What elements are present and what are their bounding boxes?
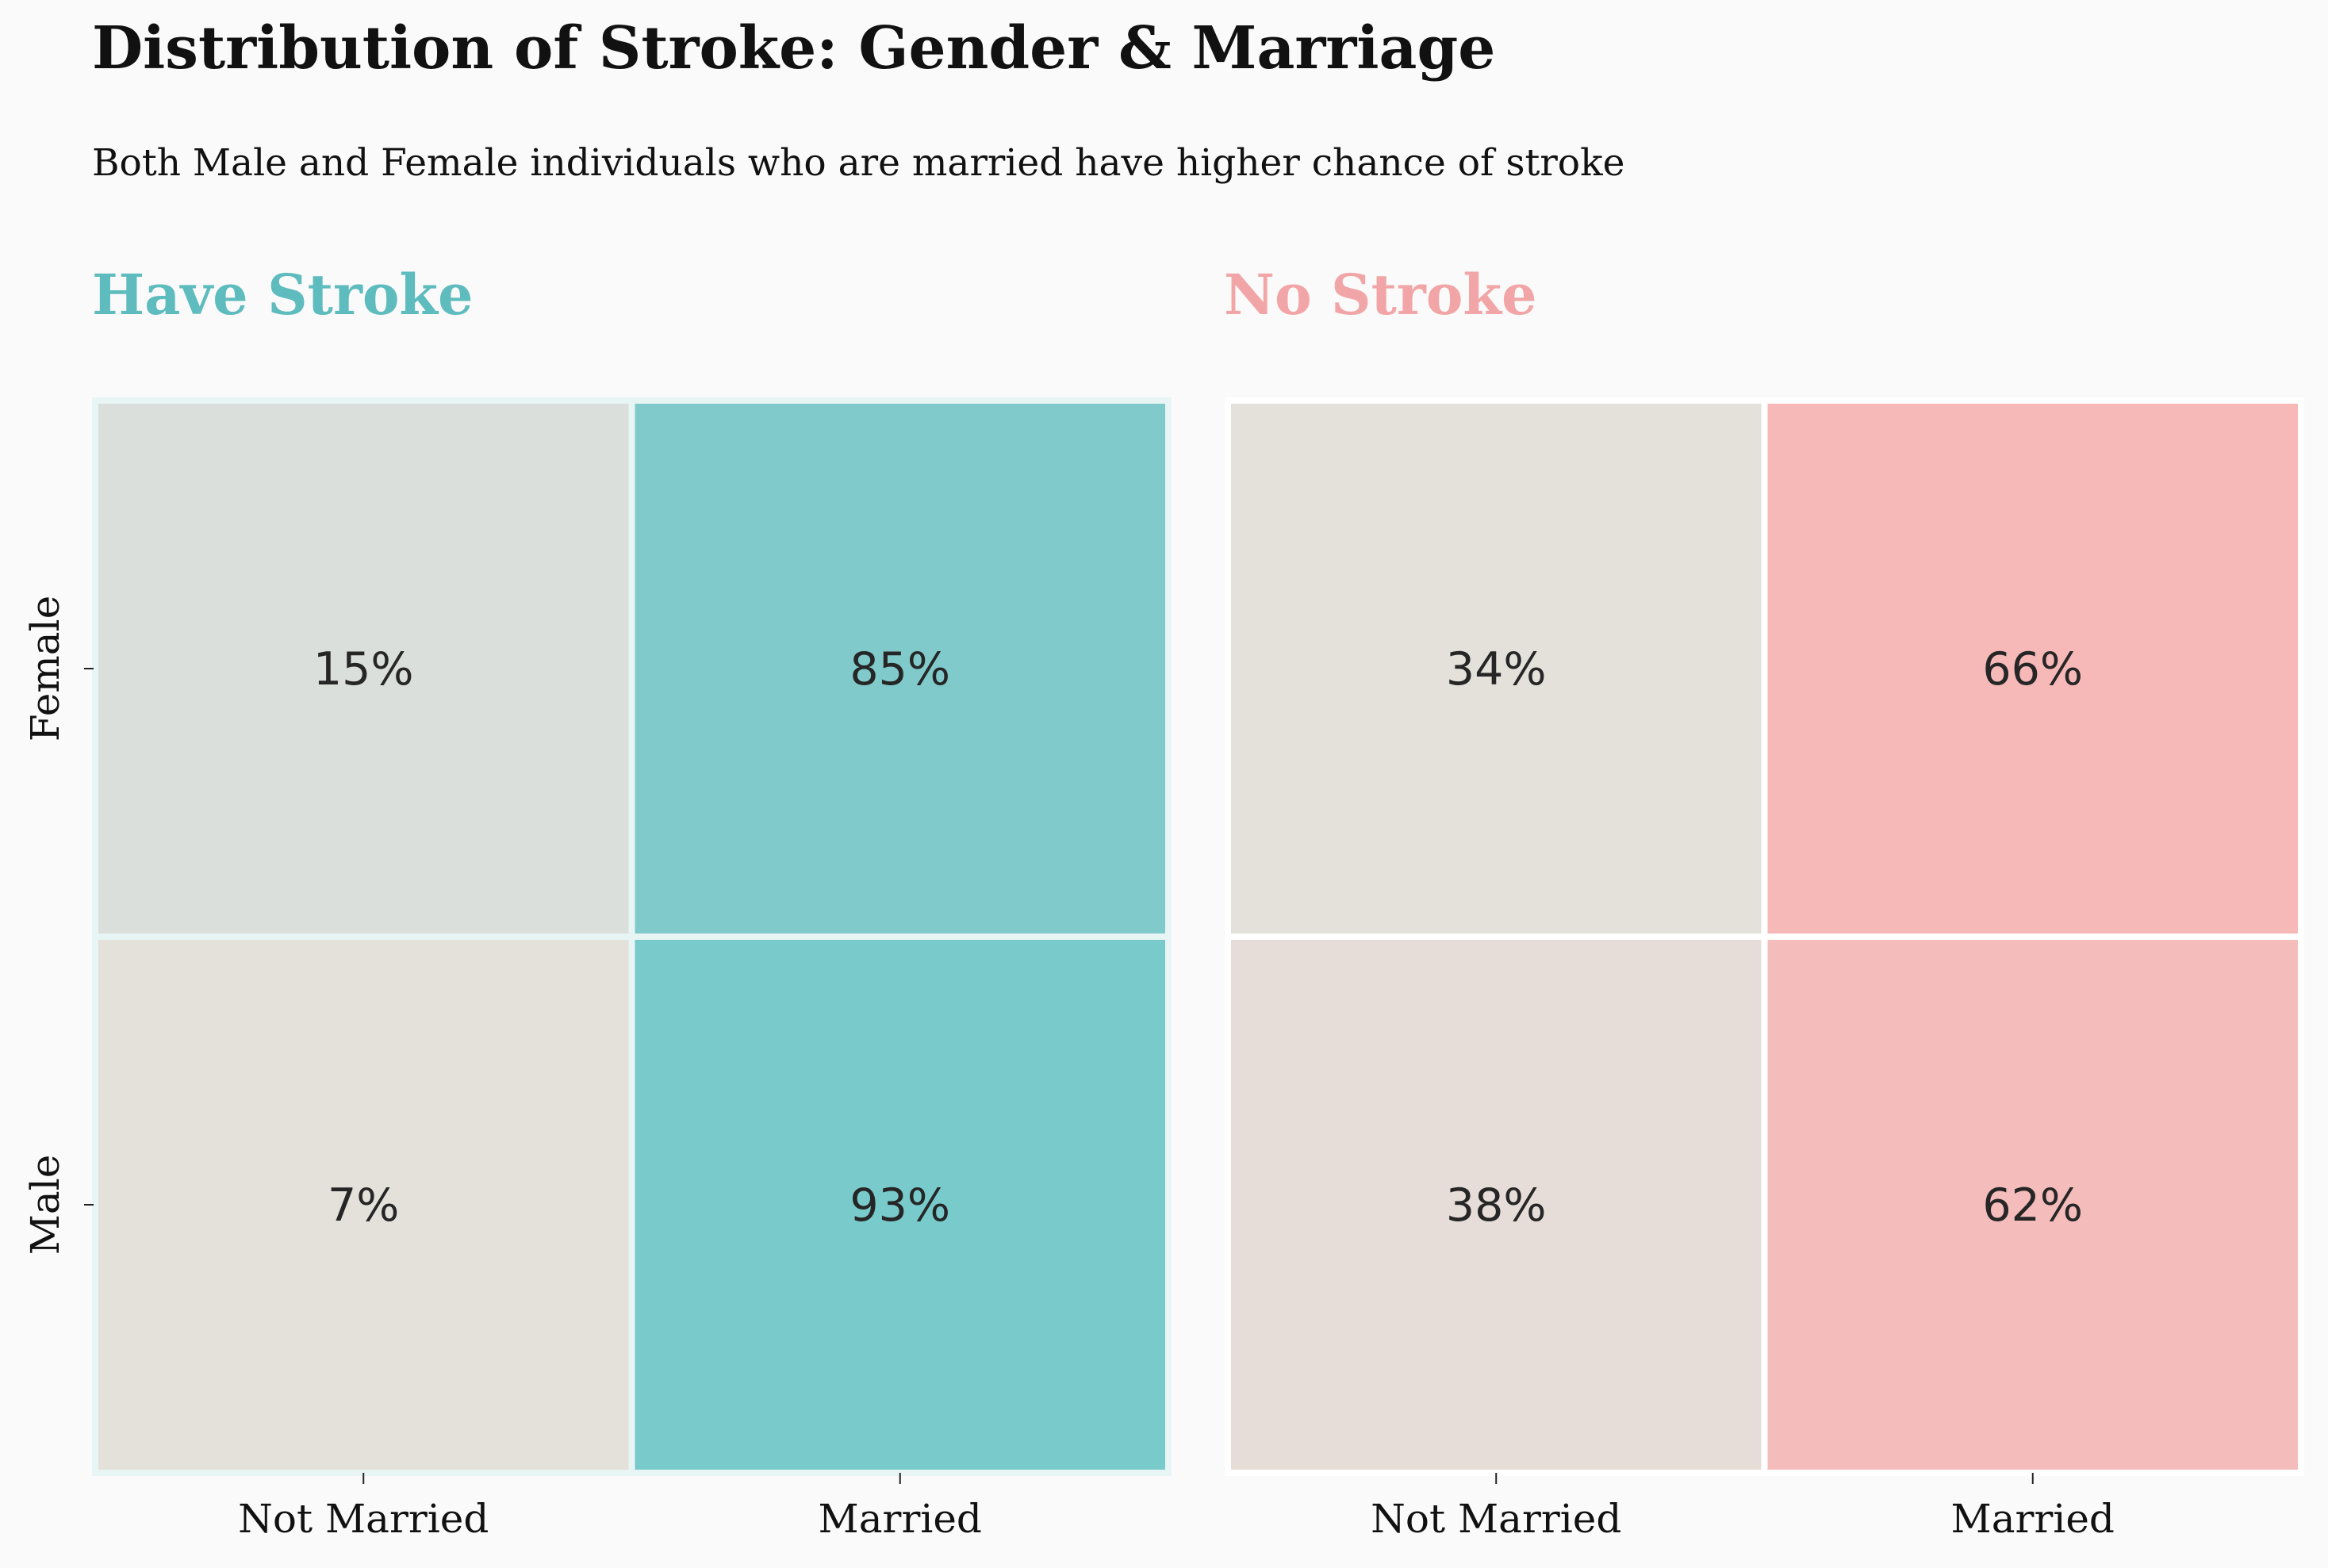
cell-value-label: 62% xyxy=(1982,1179,2083,1232)
cell-value-label: 85% xyxy=(850,643,950,696)
cell-value-label: 93% xyxy=(850,1179,950,1232)
heatmap-cell xyxy=(1761,397,2304,940)
cell-value-label: 7% xyxy=(328,1179,399,1232)
y-tick-label: Female xyxy=(22,596,68,742)
panel-title-no-stroke: No Stroke xyxy=(1224,262,1537,328)
heatmap-cell xyxy=(92,397,635,940)
heatmap-cell xyxy=(1225,397,1768,940)
cell-value-label: 34% xyxy=(1446,643,1547,696)
panel-title-have-stroke: Have Stroke xyxy=(92,262,474,328)
x-tick-label: Not Married xyxy=(238,1496,489,1542)
cell-value-label: 38% xyxy=(1446,1179,1547,1232)
heatmap-cell xyxy=(628,934,1172,1476)
chart-title: Distribution of Stroke: Gender & Marriag… xyxy=(92,14,1496,82)
heatmap-cell xyxy=(628,397,1172,940)
y-tick-label: Male xyxy=(22,1155,68,1256)
chart-subtitle: Both Male and Female individuals who are… xyxy=(92,141,1625,185)
x-tick-label: Married xyxy=(819,1496,982,1542)
x-tick-label: Married xyxy=(1951,1496,2115,1542)
heatmap-cell xyxy=(1225,934,1768,1476)
cell-value-label: 66% xyxy=(1982,643,2083,696)
x-tick-label: Not Married xyxy=(1371,1496,1621,1542)
cell-value-label: 15% xyxy=(313,643,414,696)
heatmap-cell xyxy=(92,934,635,1476)
